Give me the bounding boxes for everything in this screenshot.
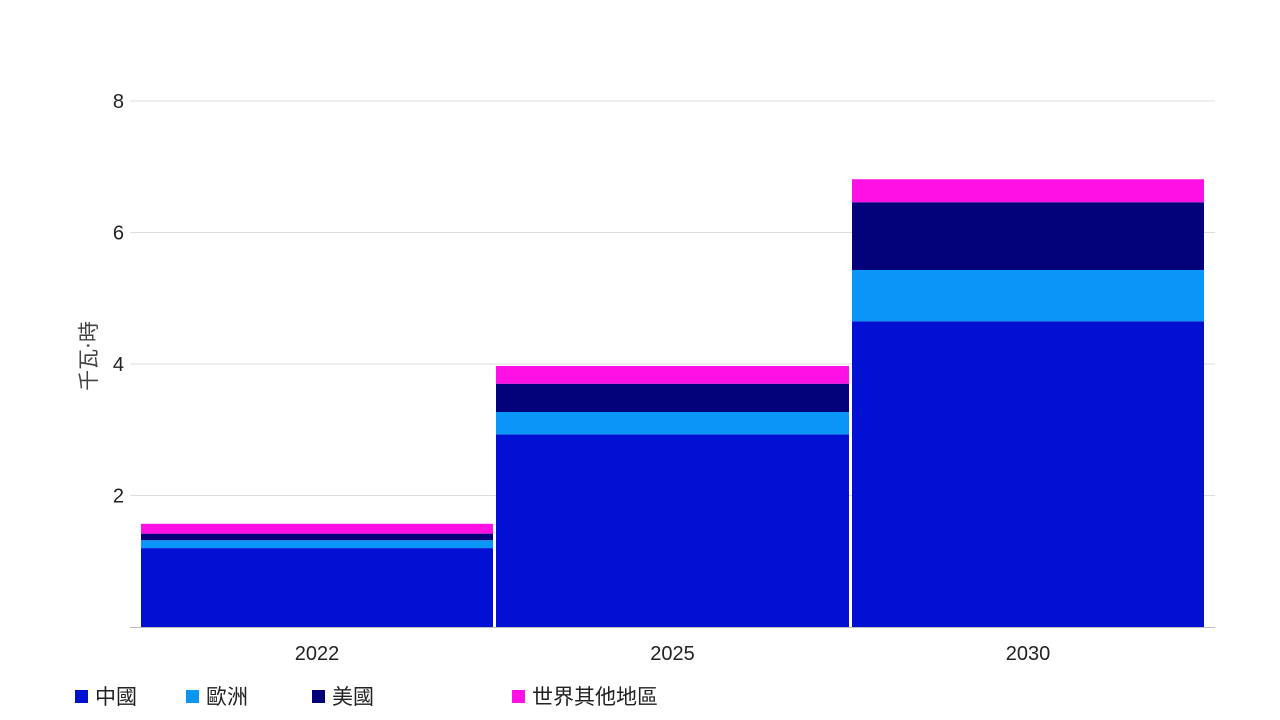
legend-label-rest-of-world: 世界其他地區 bbox=[532, 685, 658, 709]
stacked-bar-chart: 2 4 6 8 2022 2025 2030 千瓦‧時 bbox=[77, 91, 1215, 665]
bar-2025-china bbox=[496, 434, 849, 627]
y-tick-label: 4 bbox=[113, 354, 124, 376]
bar-2022-europe bbox=[141, 540, 493, 549]
legend-label-europe: 歐洲 bbox=[206, 685, 248, 709]
y-tick-label: 8 bbox=[113, 91, 124, 113]
bars bbox=[141, 179, 1204, 627]
bar-2030-europe bbox=[852, 269, 1204, 322]
legend: 中國 歐洲 美國 世界其他地區 bbox=[0, 680, 1280, 712]
legend-item-usa: 美國 bbox=[312, 680, 374, 712]
legend-swatch-rest-of-world bbox=[512, 689, 525, 703]
y-tick-label: 6 bbox=[113, 223, 124, 245]
y-axis-title: 千瓦‧時 bbox=[77, 321, 101, 391]
bar-2022-china bbox=[141, 548, 493, 627]
legend-swatch-europe bbox=[186, 689, 199, 703]
bar-2025-europe bbox=[496, 411, 849, 435]
x-tick-label-2030: 2030 bbox=[1006, 643, 1051, 665]
legend-label-usa: 美國 bbox=[332, 685, 374, 709]
legend-label-china: 中國 bbox=[95, 685, 137, 709]
bar-2022-rest-of-world bbox=[141, 523, 493, 534]
bar-2025-usa bbox=[496, 383, 849, 412]
bar-2030-usa bbox=[852, 202, 1204, 270]
bar-2025-rest-of-world bbox=[496, 365, 849, 384]
bar-2030-china bbox=[852, 321, 1204, 627]
x-tick-label-2025: 2025 bbox=[650, 643, 695, 665]
bar-2022-usa bbox=[141, 533, 493, 541]
legend-item-china: 中國 bbox=[75, 680, 137, 712]
y-tick-label: 2 bbox=[113, 486, 124, 508]
legend-item-europe: 歐洲 bbox=[186, 680, 248, 712]
legend-item-rest-of-world: 世界其他地區 bbox=[512, 680, 658, 712]
bar-2030-rest-of-world bbox=[852, 179, 1204, 203]
y-axis-ticks: 2 4 6 8 bbox=[113, 91, 124, 508]
x-tick-label-2022: 2022 bbox=[295, 643, 340, 665]
legend-swatch-china bbox=[75, 689, 88, 703]
legend-swatch-usa bbox=[312, 689, 325, 703]
x-axis-ticks: 2022 2025 2030 bbox=[295, 643, 1051, 665]
